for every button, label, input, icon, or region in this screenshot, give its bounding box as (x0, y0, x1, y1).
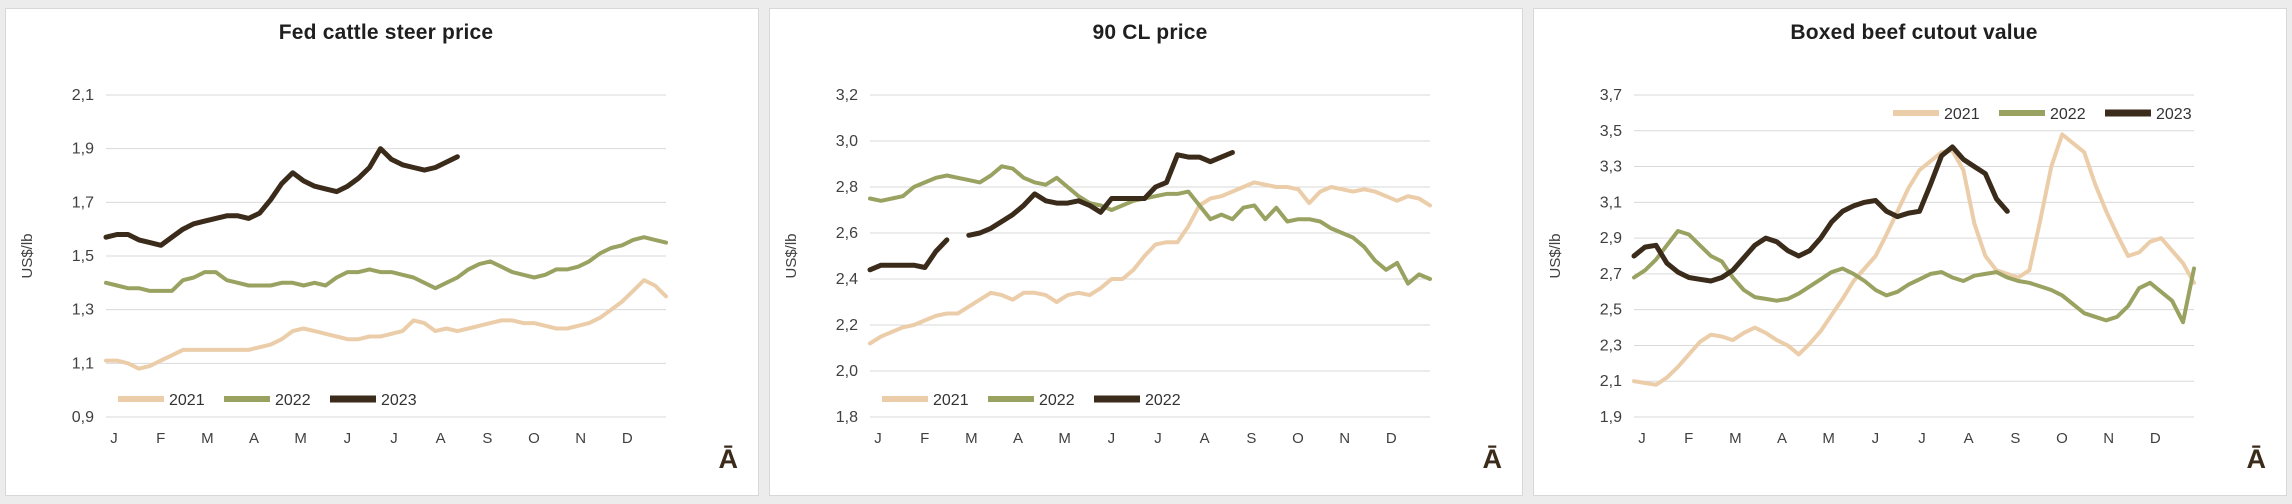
corner-symbol: Ā (1482, 444, 1503, 474)
legend-label: 2023 (2156, 106, 2192, 123)
x-axis-month-label: J (1638, 430, 1646, 447)
y-axis-tick-label: 3,5 (1600, 123, 1622, 140)
x-axis-month-label: J (1872, 430, 1880, 447)
series-line-2023 (1631, 144, 2010, 284)
y-axis-tick-label: 1,9 (72, 141, 94, 158)
x-axis-month-label: J (110, 430, 118, 447)
legend-label: 2022 (275, 392, 311, 409)
series-line-2022 (104, 235, 668, 293)
line-chart: 1,9 2,1 2,3 2,5 2,7 2,9 3,1 3,3 3,5 3,7 J F M A M J J A S O… (1547, 87, 2196, 447)
y-axis-tick-label: 3,2 (836, 87, 858, 104)
y-axis-tick-label: 3,7 (1600, 87, 1622, 104)
y-axis-tick-label: 2,3 (1600, 337, 1622, 354)
y-axis-tick-label: 1,5 (72, 248, 94, 265)
x-axis-month-label: F (1684, 430, 1693, 447)
x-axis-month-label: D (622, 430, 633, 447)
x-axis-month-label: A (436, 430, 446, 447)
legend-label: 2023 (381, 392, 417, 409)
x-axis-month-label: M (1822, 430, 1835, 447)
legend-label: 2021 (169, 392, 205, 409)
y-axis-tick-label: 1,8 (836, 409, 858, 426)
x-axis-month-label: F (156, 430, 165, 447)
y-axis-tick-label: 2,9 (1600, 230, 1622, 247)
x-axis-month-label: M (1058, 430, 1071, 447)
x-axis-month-label: A (1013, 430, 1023, 447)
x-axis-month-label: D (1386, 430, 1397, 447)
y-axis-tick-label: 2,7 (1600, 266, 1622, 283)
chart-title: Boxed beef cutout value (1790, 21, 2038, 44)
corner-symbol: Ā (2246, 444, 2267, 474)
y-axis-tick-label: 2,4 (836, 271, 858, 288)
y-axis-tick-label: 2,1 (1600, 373, 1622, 390)
chart-panel-fed-cattle-steer-price: Fed cattle steer price 0,9 1,1 1,3 1,5 1,7 1,… (5, 8, 759, 496)
x-axis-month-label: N (2103, 430, 2114, 447)
x-axis-month-label: J (1154, 430, 1162, 447)
x-axis-month-label: J (390, 430, 398, 447)
x-axis-month-label: S (482, 430, 492, 447)
y-axis-tick-label: 2,1 (72, 87, 94, 104)
chart-panel-90-cl-price: 90 CL price 1,8 2,0 2,2 2,4 2,6 2,8 3,0 3,2 J F M A… (769, 8, 1523, 496)
series-line-2022 (868, 164, 1432, 286)
x-axis-month-label: S (2010, 430, 2020, 447)
y-axis-tick-label: 3,1 (1600, 194, 1622, 211)
x-axis-month-label: O (2056, 430, 2068, 447)
legend-label: 2022 (1039, 392, 1075, 409)
x-axis-month-label: M (1729, 430, 1742, 447)
x-axis-month-label: J (1108, 430, 1116, 447)
series-line-2023 (103, 146, 460, 248)
chart-title: Fed cattle steer price (278, 21, 494, 44)
y-axis-tick-label: 1,1 (72, 355, 94, 372)
x-axis-month-label: J (344, 430, 352, 447)
corner-symbol: Ā (718, 444, 739, 474)
y-axis-tick-label: 1,7 (72, 194, 94, 211)
x-axis-month-label: M (294, 430, 307, 447)
legend-label: 2021 (1944, 106, 1980, 123)
x-axis-month-label: N (1339, 430, 1350, 447)
x-axis-month-label: A (1964, 430, 1974, 447)
legend-label: 2022 (1145, 392, 1181, 409)
y-axis-tick-label: 3,3 (1600, 159, 1622, 176)
x-axis-month-label: J (874, 430, 882, 447)
x-axis-month-label: A (249, 430, 259, 447)
x-axis-month-label: M (965, 430, 978, 447)
x-axis-month-label: N (575, 430, 586, 447)
x-axis-month-label: O (1292, 430, 1304, 447)
series-line-2022 (1632, 229, 2196, 325)
series-line-2021 (868, 180, 1432, 346)
y-axis-tick-label: 2,8 (836, 179, 858, 196)
y-axis-tick-label: 2,6 (836, 225, 858, 242)
x-axis-month-label: A (1200, 430, 1210, 447)
y-axis-tick-label: 1,9 (1600, 409, 1622, 426)
series-line-2021 (1632, 132, 2196, 387)
x-axis-month-label: M (201, 430, 214, 447)
series-line-2022 (867, 150, 1235, 273)
line-chart: 0,9 1,1 1,3 1,5 1,7 1,9 2,1 J F M A M J J A S O N D US$/lb 2… (19, 87, 668, 447)
x-axis-month-label: O (528, 430, 540, 447)
y-axis-tick-label: 2,0 (836, 363, 858, 380)
chart-panel-boxed-beef-cutout-value: Boxed beef cutout value 1,9 2,1 2,3 2,5 2,7 2… (1533, 8, 2287, 496)
y-axis-title: US$/lb (1547, 233, 1564, 278)
y-axis-tick-label: 1,3 (72, 302, 94, 319)
legend-label: 2021 (933, 392, 969, 409)
series-line-2021 (104, 278, 668, 371)
x-axis-month-label: D (2150, 430, 2161, 447)
legend-label: 2022 (2050, 106, 2086, 123)
x-axis-month-label: S (1246, 430, 1256, 447)
y-axis-title: US$/lb (783, 233, 800, 278)
x-axis-month-label: F (920, 430, 929, 447)
y-axis-tick-label: 2,2 (836, 317, 858, 334)
y-axis-title: US$/lb (19, 233, 36, 278)
y-axis-tick-label: 3,0 (836, 133, 858, 150)
y-axis-tick-label: 0,9 (72, 409, 94, 426)
x-axis-month-label: A (1777, 430, 1787, 447)
line-chart: 1,8 2,0 2,2 2,4 2,6 2,8 3,0 3,2 J F M A M J J A S O N D US$/… (783, 87, 1432, 447)
chart-title: 90 CL price (1092, 21, 1208, 44)
x-axis-month-label: J (1918, 430, 1926, 447)
y-axis-tick-label: 2,5 (1600, 302, 1622, 319)
